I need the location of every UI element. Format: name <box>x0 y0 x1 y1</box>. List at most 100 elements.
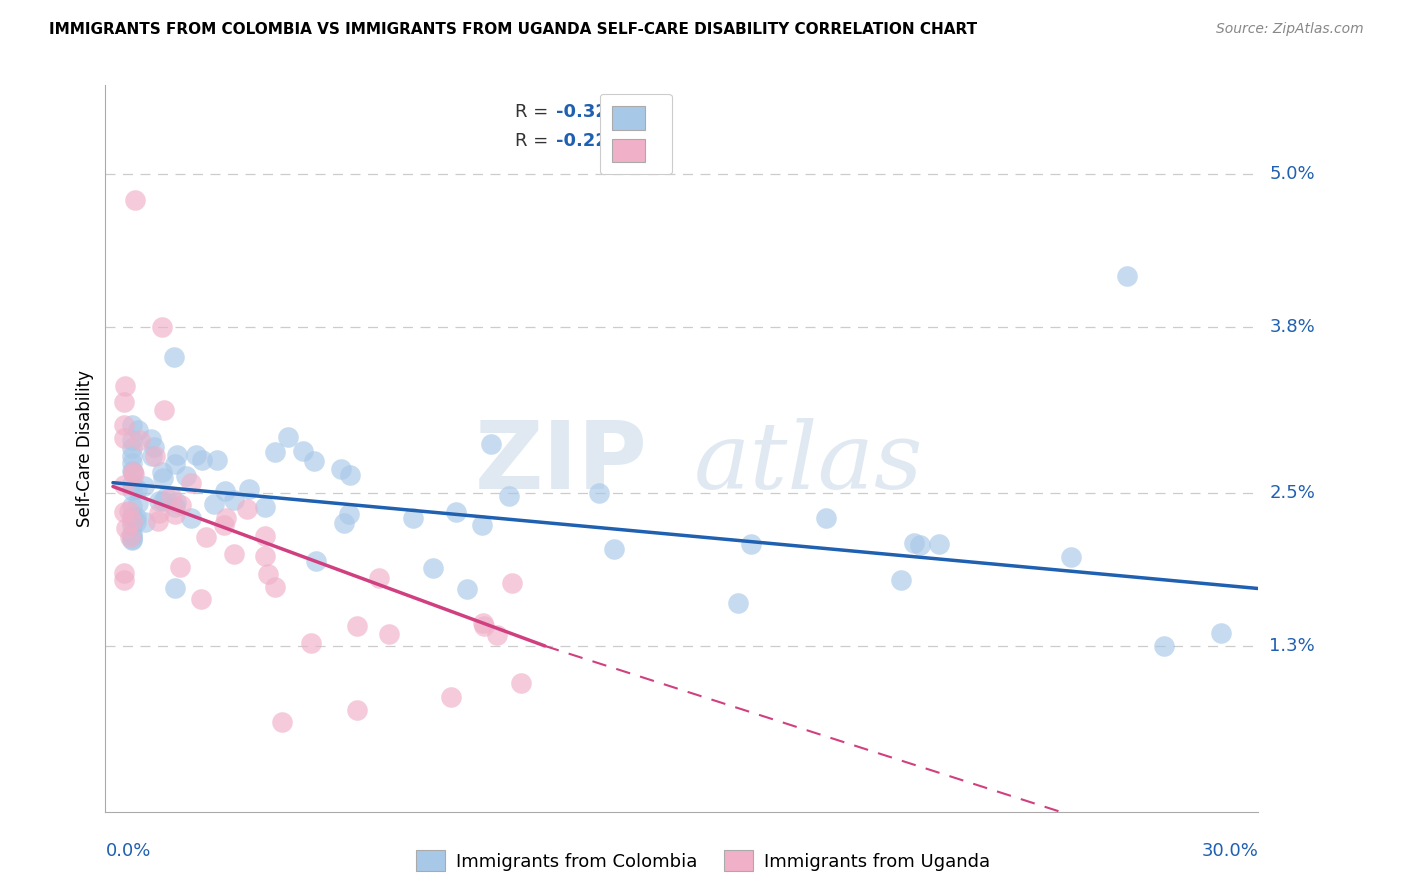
Point <box>121 450 143 464</box>
Point <box>588 486 610 500</box>
Point <box>472 619 495 633</box>
Point <box>146 515 169 529</box>
Point <box>205 453 228 467</box>
Text: 47: 47 <box>647 132 672 151</box>
Text: 1.3%: 1.3% <box>1270 637 1315 655</box>
Text: IMMIGRANTS FROM COLOMBIA VS IMMIGRANTS FROM UGANDA SELF-CARE DISABILITY CORRELAT: IMMIGRANTS FROM COLOMBIA VS IMMIGRANTS F… <box>49 22 977 37</box>
Point <box>186 448 208 462</box>
Point <box>148 494 170 508</box>
Point <box>143 440 166 454</box>
Point <box>134 515 156 529</box>
Point <box>121 499 143 513</box>
Point <box>214 511 236 525</box>
Point <box>264 580 287 594</box>
Point <box>155 491 177 505</box>
Point <box>253 549 276 564</box>
Text: R =: R = <box>515 132 554 151</box>
Point <box>125 515 148 529</box>
Point <box>333 516 356 530</box>
Point <box>202 498 225 512</box>
Point <box>112 505 135 519</box>
Point <box>112 566 135 580</box>
Point <box>302 453 325 467</box>
Point <box>214 483 236 498</box>
Point <box>122 467 145 481</box>
Point <box>1116 268 1139 283</box>
Point <box>212 518 235 533</box>
Text: atlas: atlas <box>693 417 922 508</box>
Point <box>121 533 143 547</box>
Point <box>727 597 749 611</box>
Point <box>112 394 135 409</box>
Point <box>299 636 322 650</box>
Point <box>112 417 135 432</box>
Point <box>378 627 401 641</box>
Point <box>127 496 149 510</box>
Point <box>122 466 145 480</box>
Text: R =: R = <box>515 103 554 120</box>
Point <box>236 502 259 516</box>
Point <box>264 445 287 459</box>
Point <box>114 379 136 393</box>
Point <box>121 518 143 533</box>
Point <box>150 465 173 479</box>
Point <box>346 619 368 633</box>
Point <box>153 403 176 417</box>
Point <box>222 493 245 508</box>
Point <box>471 615 494 630</box>
Point <box>122 465 145 479</box>
Text: -0.322: -0.322 <box>557 103 620 120</box>
Point <box>1209 626 1232 640</box>
Legend: , : , <box>600 94 672 175</box>
Point <box>152 471 174 485</box>
Point <box>367 571 389 585</box>
Point <box>1059 549 1081 564</box>
Point <box>165 495 187 509</box>
Point <box>903 536 925 550</box>
Legend: Immigrants from Colombia, Immigrants from Uganda: Immigrants from Colombia, Immigrants fro… <box>409 843 997 879</box>
Point <box>498 489 520 503</box>
Point <box>339 468 361 483</box>
Point <box>603 542 626 557</box>
Point <box>120 530 142 544</box>
Point <box>162 351 184 365</box>
Point <box>928 537 950 551</box>
Point <box>165 457 187 471</box>
Point <box>127 483 149 497</box>
Point <box>329 462 352 476</box>
Point <box>180 511 202 525</box>
Point <box>121 529 143 543</box>
Text: 0.0%: 0.0% <box>105 842 150 860</box>
Point <box>127 423 149 437</box>
Point <box>121 508 143 523</box>
Point <box>291 443 314 458</box>
Point <box>124 193 146 207</box>
Point <box>908 538 931 552</box>
Point <box>121 514 143 528</box>
Point <box>190 592 212 607</box>
Point <box>180 476 202 491</box>
Point <box>271 715 294 730</box>
Point <box>112 478 135 492</box>
Point <box>121 526 143 541</box>
Point <box>277 430 299 444</box>
Text: 2.5%: 2.5% <box>1270 483 1316 502</box>
Point <box>121 477 143 491</box>
Text: ZIP: ZIP <box>474 417 647 508</box>
Point <box>191 452 214 467</box>
Text: N =: N = <box>616 103 657 120</box>
Point <box>238 482 260 496</box>
Text: Source: ZipAtlas.com: Source: ZipAtlas.com <box>1216 22 1364 37</box>
Point <box>485 628 508 642</box>
Point <box>112 573 135 587</box>
Point <box>501 576 523 591</box>
Point <box>166 448 188 462</box>
Point <box>170 498 193 512</box>
Point <box>132 479 155 493</box>
Point <box>163 507 186 521</box>
Point <box>159 490 181 504</box>
Point <box>305 554 328 568</box>
Point <box>422 560 444 574</box>
Point <box>121 433 143 447</box>
Point <box>121 464 143 478</box>
